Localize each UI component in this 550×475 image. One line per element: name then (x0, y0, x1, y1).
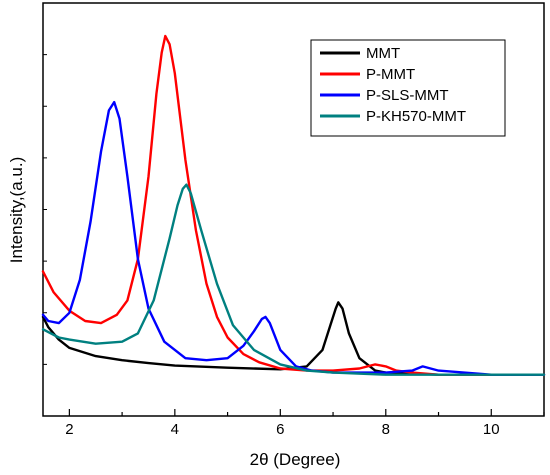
legend-label-1: P-MMT (366, 66, 415, 83)
x-tick-label: 6 (276, 421, 284, 438)
legend-label-0: MMT (366, 45, 400, 62)
x-axis-label: 2θ (Degree) (250, 450, 341, 469)
series-line-3 (41, 183, 546, 376)
x-tick-label: 2 (65, 421, 73, 438)
x-axis: 2 4 6 8 10 (65, 409, 545, 438)
x-tick-label: 8 (382, 421, 390, 438)
legend: MMT P-MMT P-SLS-MMT P-KH570-MMT (310, 39, 506, 137)
series-layer (41, 34, 546, 376)
legend-box (310, 39, 506, 137)
y-axis-label: Intensity,(a.u.) (7, 157, 26, 263)
legend-label-2: P-SLS-MMT (366, 87, 449, 104)
x-tick-label: 4 (171, 421, 179, 438)
series-line-0 (41, 301, 546, 376)
x-tick-label: 10 (483, 421, 500, 438)
y-axis (43, 2, 47, 417)
series-line-2 (41, 100, 546, 376)
legend-label-3: P-KH570-MMT (366, 108, 466, 125)
series-line-1 (41, 34, 546, 376)
legend-items: MMT P-MMT P-SLS-MMT P-KH570-MMT (320, 45, 466, 125)
